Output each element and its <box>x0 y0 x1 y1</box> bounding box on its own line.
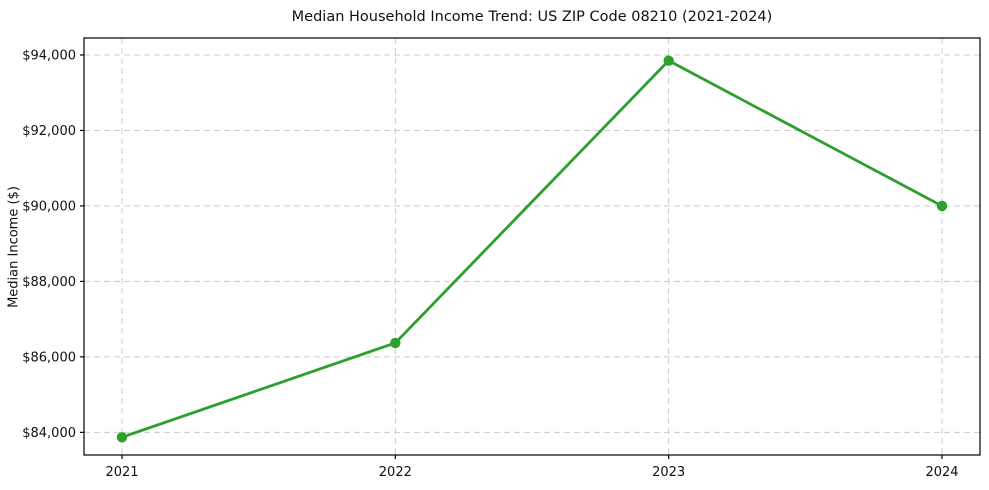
chart-title: Median Household Income Trend: US ZIP Co… <box>291 9 773 25</box>
data-point <box>390 337 401 349</box>
y-tick-label: $90,000 <box>22 199 76 214</box>
y-tick-label: $84,000 <box>22 426 76 441</box>
x-tick-label: 2021 <box>105 465 138 480</box>
y-tick-label: $88,000 <box>22 275 76 290</box>
data-point <box>116 432 128 443</box>
y-tick-label: $92,000 <box>22 124 76 139</box>
x-tick-label: 2023 <box>652 465 685 480</box>
x-tick-label: 2022 <box>379 465 412 480</box>
plot-border <box>83 37 981 456</box>
y-tick-label: $86,000 <box>22 350 76 365</box>
x-tick-label: 2024 <box>925 465 958 480</box>
data-point <box>936 200 948 212</box>
y-tick-label: $94,000 <box>22 48 76 63</box>
data-point <box>663 55 674 66</box>
data-line <box>120 59 944 439</box>
